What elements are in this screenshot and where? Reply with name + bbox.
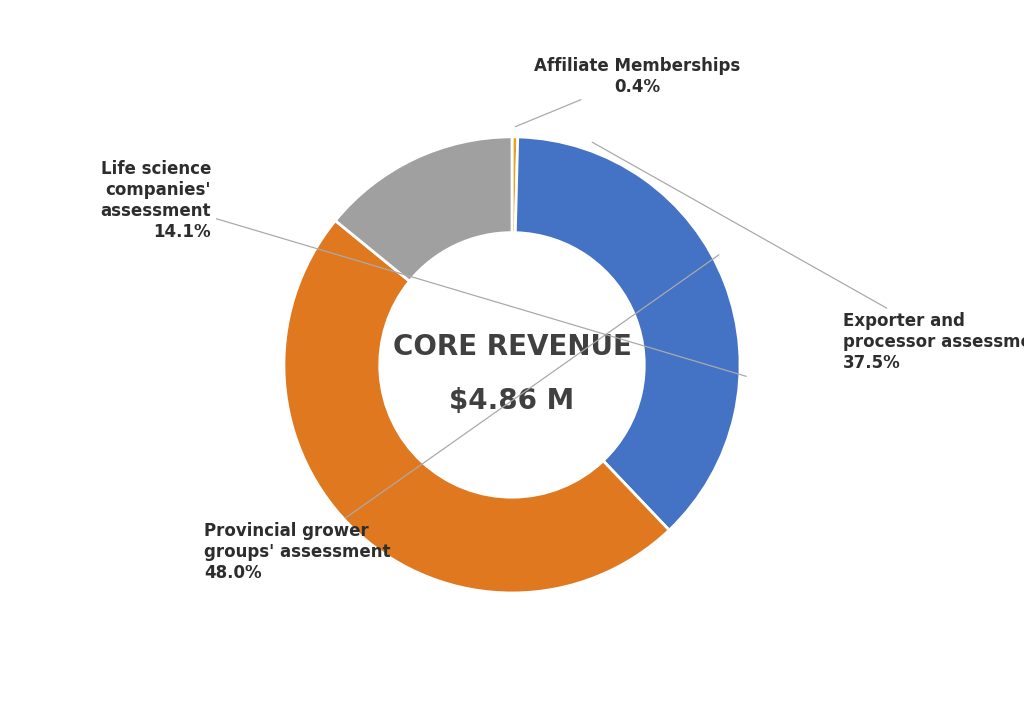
Text: $4.86 M: $4.86 M bbox=[450, 387, 574, 416]
Wedge shape bbox=[336, 137, 512, 281]
Wedge shape bbox=[512, 137, 518, 233]
Wedge shape bbox=[515, 137, 740, 530]
Text: Affiliate Memberships
0.4%: Affiliate Memberships 0.4% bbox=[515, 57, 740, 127]
Text: CORE REVENUE: CORE REVENUE bbox=[392, 333, 632, 361]
Text: Exporter and
processor assessment
37.5%: Exporter and processor assessment 37.5% bbox=[592, 142, 1024, 372]
Text: Life science
companies'
assessment
14.1%: Life science companies' assessment 14.1% bbox=[100, 160, 746, 376]
Text: Provincial grower
groups' assessment
48.0%: Provincial grower groups' assessment 48.… bbox=[204, 255, 719, 582]
Wedge shape bbox=[284, 221, 669, 593]
